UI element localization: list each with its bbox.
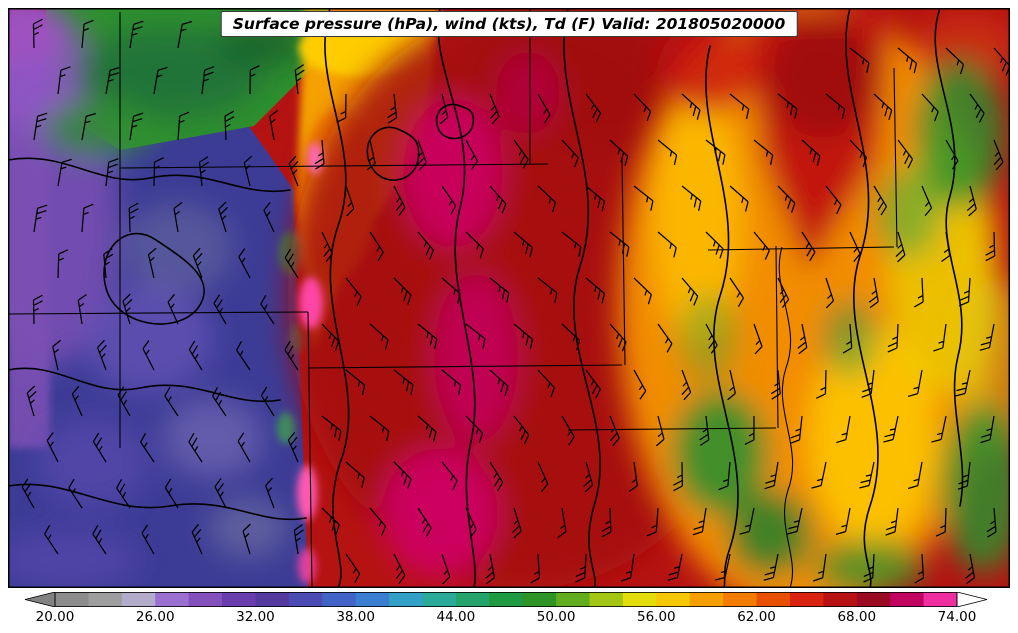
colorbar-segment <box>856 592 891 607</box>
colorbar-under-arrow <box>24 592 56 607</box>
colorbar-segment <box>823 592 858 607</box>
colorbar-tick-label: 20.00 <box>35 609 75 625</box>
map-title-text: Surface pressure (hPa), wind (kts), Td (… <box>232 15 786 33</box>
colorbar-segment <box>890 592 925 607</box>
colorbar-segment <box>288 592 323 607</box>
map-title: Surface pressure (hPa), wind (kts), Td (… <box>220 11 798 37</box>
colorbar-segment <box>589 592 624 607</box>
colorbar-segment <box>756 592 791 607</box>
colorbar-tick-labels: 20.00 26.00 32.00 38.00 44.00 50.00 56.00 62.00… <box>36 609 977 627</box>
colorbar-segment <box>389 592 424 607</box>
colorbar-segment <box>422 592 457 607</box>
colorbar-tick-label: 32.00 <box>236 609 275 625</box>
colorbar-tick-label: 56.00 <box>637 609 676 625</box>
colorbar-segment <box>923 592 958 607</box>
colorbar-over-arrow <box>956 592 988 607</box>
colorbar-tick-label: 38.00 <box>336 609 375 625</box>
colorbar-segment <box>522 592 557 607</box>
dewpoint-fill-layer <box>8 8 1010 588</box>
colorbar-segment <box>255 592 290 607</box>
map-frame <box>8 8 1010 588</box>
colorbar-tick-label: 74.00 <box>937 609 977 625</box>
colorbar-segment <box>622 592 657 607</box>
colorbar: 20.00 26.00 32.00 38.00 44.00 50.00 56.00 62.00… <box>8 592 1010 632</box>
colorbar-segment <box>556 592 591 607</box>
colorbar-tick-label: 68.00 <box>837 609 877 625</box>
colorbar-tick-label: 62.00 <box>737 609 776 625</box>
colorbar-segment <box>455 592 490 607</box>
colorbar-tick-label: 44.00 <box>436 609 476 625</box>
surface-map <box>8 8 1010 588</box>
colorbar-segment <box>723 592 758 607</box>
colorbar-tick-label: 26.00 <box>135 609 175 625</box>
state-border-layer <box>8 8 898 588</box>
colorbar-segment <box>222 592 257 607</box>
colorbar-outline <box>54 592 958 607</box>
colorbar-tick-label: 50.00 <box>536 609 576 625</box>
colorbar-segment <box>188 592 223 607</box>
colorbar-segment <box>489 592 524 607</box>
colorbar-segment <box>155 592 190 607</box>
colorbar-segment <box>656 592 691 607</box>
colorbar-segment <box>322 592 357 607</box>
colorbar-strip <box>24 592 988 607</box>
colorbar-segment <box>355 592 390 607</box>
colorbar-segment <box>789 592 824 607</box>
colorbar-segment <box>88 592 123 607</box>
colorbar-segment <box>55 592 90 607</box>
colorbar-segment <box>689 592 724 607</box>
map-area: Surface pressure (hPa), wind (kts), Td (… <box>8 8 1010 588</box>
colorbar-segment <box>121 592 156 607</box>
